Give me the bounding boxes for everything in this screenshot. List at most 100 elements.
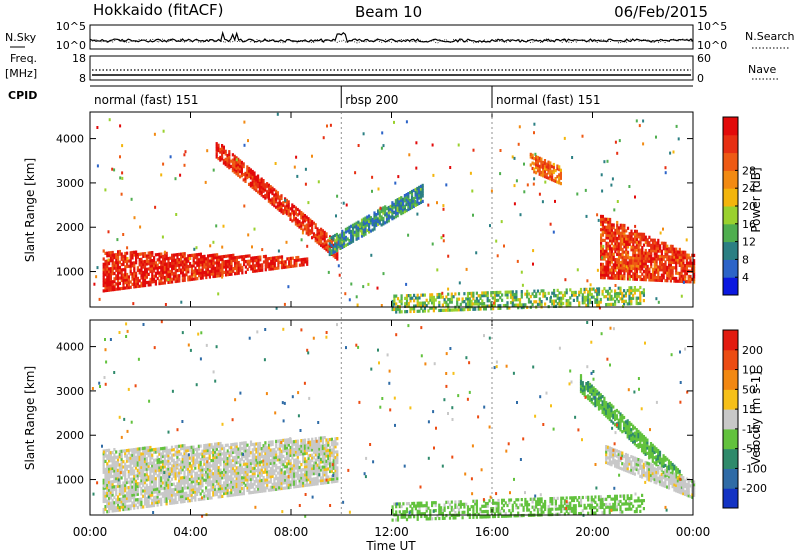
heatmap-cell xyxy=(642,119,645,123)
heatmap-cell xyxy=(188,493,191,497)
heatmap-cell xyxy=(149,251,152,255)
heatmap-cell xyxy=(226,254,229,258)
heatmap-cell xyxy=(102,494,105,498)
heatmap-cell xyxy=(108,451,111,455)
heatmap-cell xyxy=(626,261,630,265)
heatmap-cell xyxy=(276,476,280,480)
heatmap-cell xyxy=(499,290,502,294)
heatmap-cell xyxy=(632,272,635,276)
heatmap-cell xyxy=(284,475,287,479)
heatmap-cell xyxy=(630,286,633,290)
heatmap-cell xyxy=(176,274,179,278)
heatmap-cell xyxy=(585,298,588,302)
heatmap-cell xyxy=(156,500,159,504)
heatmap-cell xyxy=(556,302,559,306)
heatmap-cell xyxy=(143,465,147,469)
heatmap-cell xyxy=(246,259,249,263)
heatmap-cell xyxy=(118,449,121,454)
heatmap-cell xyxy=(287,459,290,463)
heatmap-cell xyxy=(610,233,613,238)
heatmap-cell xyxy=(531,166,534,171)
heatmap-cell xyxy=(215,492,218,497)
heatmap-cell xyxy=(364,216,367,220)
heatmap-cell xyxy=(104,499,107,503)
heatmap-cell xyxy=(675,247,678,251)
heatmap-cell xyxy=(111,498,114,502)
heatmap-cell xyxy=(115,500,118,505)
heatmap-cell xyxy=(255,261,258,265)
heatmap-cell xyxy=(169,264,172,268)
heatmap-cell xyxy=(203,473,206,477)
heatmap-cell xyxy=(241,455,244,459)
heatmap-cell xyxy=(655,297,658,301)
heatmap-cell xyxy=(219,489,222,493)
heatmap-cell xyxy=(671,274,674,278)
heatmap-cell xyxy=(217,476,220,480)
heatmap-cell xyxy=(189,278,192,282)
heatmap-cell xyxy=(102,454,105,458)
heatmap-cell xyxy=(414,195,417,200)
heatmap-cell xyxy=(127,264,130,268)
heatmap-cell xyxy=(348,239,351,243)
heatmap-cell xyxy=(278,455,281,459)
heatmap-cell xyxy=(609,236,612,240)
heatmap-cell xyxy=(163,486,166,490)
heatmap-cell xyxy=(621,223,624,227)
heatmap-cell xyxy=(142,462,145,466)
heatmap-cell xyxy=(634,248,637,252)
heatmap-cell xyxy=(106,491,109,495)
heatmap-cell xyxy=(258,186,261,190)
heatmap-cell xyxy=(127,491,130,495)
heatmap-cell xyxy=(266,464,269,469)
heatmap-cell xyxy=(414,199,417,203)
heatmap-cell xyxy=(174,450,177,454)
heatmap-cell xyxy=(180,271,183,275)
heatmap-cell xyxy=(258,452,262,456)
heatmap-cell xyxy=(603,230,606,235)
heatmap-cell xyxy=(197,476,200,480)
heatmap-cell xyxy=(609,233,612,238)
heatmap-cell xyxy=(622,304,624,308)
heatmap-cell xyxy=(605,217,608,221)
heatmap-cell xyxy=(607,265,610,269)
heatmap-cell xyxy=(625,245,628,249)
heatmap-cell xyxy=(544,291,547,296)
heatmap-cell xyxy=(619,245,622,249)
heatmap-cell xyxy=(513,156,516,160)
heatmap-cell xyxy=(136,487,139,491)
nsearch-tick-low: 10^0 xyxy=(697,39,727,52)
heatmap-cell xyxy=(115,490,118,494)
heatmap-cell xyxy=(632,274,635,279)
heatmap-cell xyxy=(440,295,443,299)
heatmap-cell xyxy=(610,260,613,264)
heatmap-cell xyxy=(232,482,235,486)
heatmap-cell xyxy=(104,459,107,463)
heatmap-cell xyxy=(124,470,127,474)
heatmap-cell xyxy=(355,221,358,225)
heatmap-cell xyxy=(282,265,285,269)
heatmap-cell xyxy=(251,450,254,455)
heatmap-cell xyxy=(196,269,199,273)
heatmap-cell xyxy=(617,299,620,304)
heatmap-cell xyxy=(181,252,184,256)
heatmap-cell xyxy=(174,277,177,281)
heatmap-cell xyxy=(675,271,678,275)
heatmap-cell xyxy=(254,185,257,189)
heatmap-cell xyxy=(221,245,224,249)
heatmap-cell xyxy=(321,231,324,236)
heatmap-cell xyxy=(221,144,224,148)
heatmap-cell xyxy=(233,490,236,494)
heatmap-cell xyxy=(535,300,538,304)
heatmap-cell xyxy=(161,494,165,498)
heatmap-cell xyxy=(131,466,134,471)
heatmap-cell xyxy=(425,298,428,302)
heatmap-cell xyxy=(262,179,265,183)
heatmap-cell xyxy=(118,268,121,272)
heatmap-cell xyxy=(644,267,647,271)
heatmap-cell xyxy=(637,261,640,265)
heatmap-cell xyxy=(479,294,482,298)
heatmap-cell xyxy=(239,468,242,472)
heatmap-cell xyxy=(517,306,520,310)
heatmap-cell xyxy=(133,453,136,457)
heatmap-cell xyxy=(249,475,253,479)
